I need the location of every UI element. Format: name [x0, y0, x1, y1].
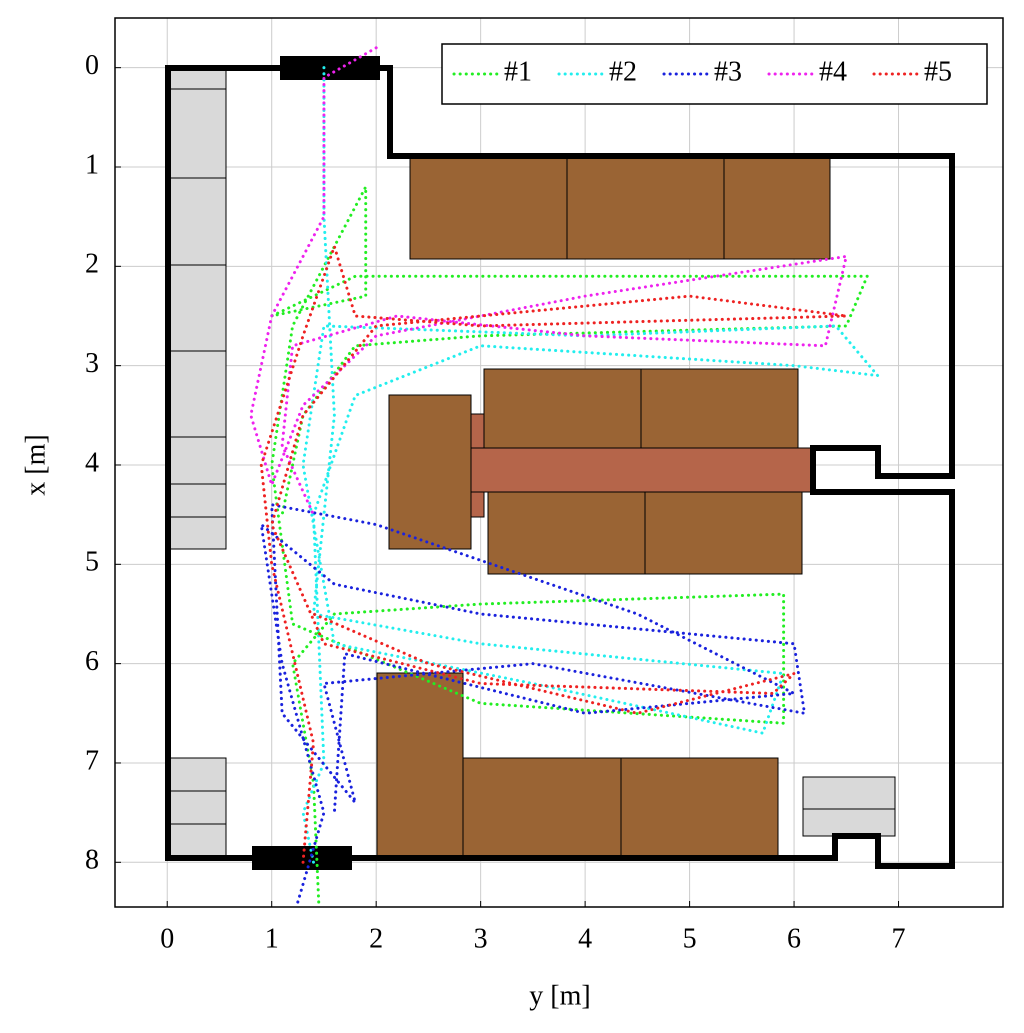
legend: #1 #2 #3 #4 #5 — [441, 43, 988, 105]
shelf — [167, 757, 227, 859]
x-tick-label: 3 — [474, 923, 488, 954]
x-tick-label: 4 — [578, 923, 592, 954]
conveyor — [470, 447, 812, 493]
door — [252, 846, 352, 870]
x-tick-label: 5 — [683, 923, 697, 954]
y-axis-title: x [m] — [20, 434, 51, 495]
legend-label: #5 — [924, 56, 952, 87]
y-tick-label: 1 — [85, 149, 99, 180]
legend-box — [441, 43, 988, 105]
y-tick-label: 7 — [85, 745, 99, 776]
rack — [376, 672, 464, 857]
shelf-dividers — [168, 88, 226, 518]
y-tick-label: 5 — [85, 547, 99, 578]
y-tick-label: 6 — [85, 646, 99, 677]
x-tick-label: 0 — [160, 923, 174, 954]
wall — [165, 65, 955, 869]
legend-label: #2 — [609, 56, 637, 87]
x-tick-label: 6 — [787, 923, 801, 954]
shelf — [167, 67, 227, 550]
plot-frame — [114, 17, 1004, 908]
rack — [388, 394, 472, 550]
legend-label: #3 — [714, 56, 742, 87]
shelf — [802, 776, 896, 837]
legend-label: #4 — [819, 56, 847, 87]
y-tick-label: 0 — [85, 50, 99, 81]
x-tick-label: 2 — [369, 923, 383, 954]
x-tick-label: 1 — [265, 923, 279, 954]
door — [280, 56, 380, 80]
x-tick-label: 7 — [892, 923, 906, 954]
trajectory — [259, 244, 848, 864]
trajectories — [249, 46, 880, 904]
floor-map — [165, 56, 955, 870]
rack — [409, 157, 831, 260]
y-tick-label: 3 — [85, 348, 99, 379]
y-tick-label: 4 — [85, 447, 99, 478]
x-axis-title: y [m] — [529, 980, 590, 1011]
trajectory — [301, 66, 880, 864]
y-tick-label: 2 — [85, 249, 99, 280]
y-tick-label: 8 — [85, 845, 99, 876]
legend-label: #1 — [504, 56, 532, 87]
trajectory — [249, 46, 848, 517]
trajectory — [270, 185, 869, 904]
